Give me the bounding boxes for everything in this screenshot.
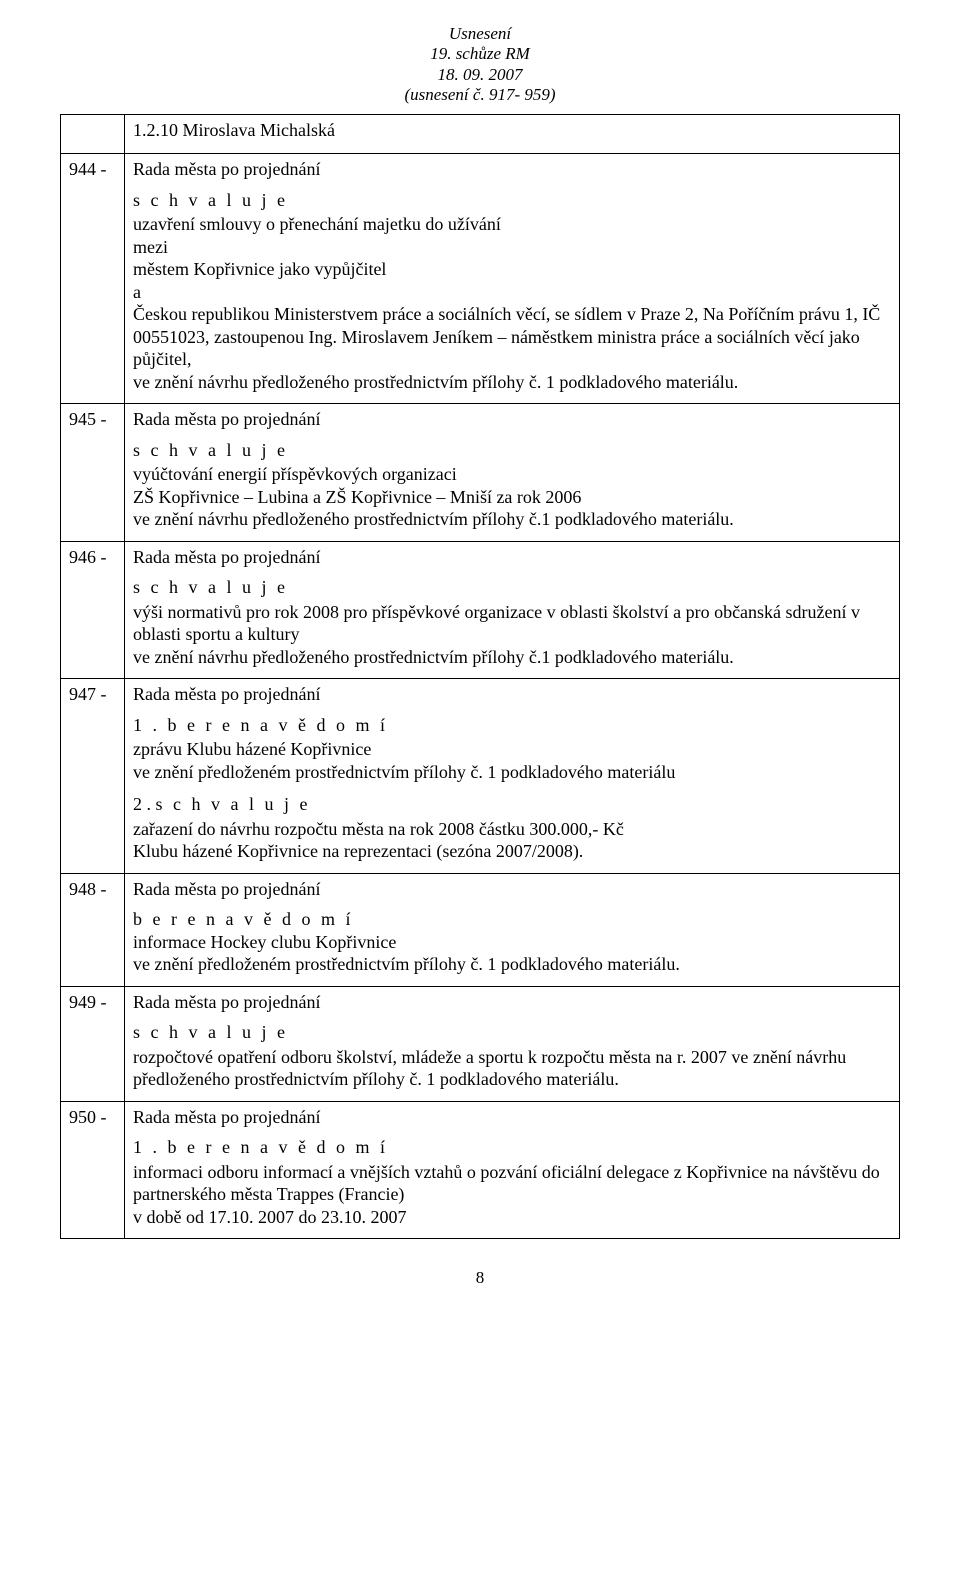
rada-line: Rada města po projednání (133, 991, 891, 1014)
resolutions-table: 1.2.10 Miroslava Michalská944 -Rada měst… (60, 114, 900, 1240)
rada-line: Rada města po projednání (133, 878, 891, 901)
resolution-text: ve znění předloženém prostřednictvím pří… (133, 761, 891, 784)
rada-line: Rada města po projednání (133, 408, 891, 431)
resolution-text: ve znění návrhu předloženého prostřednic… (133, 508, 891, 531)
resolution-text: uzavření smlouvy o přenechání majetku do… (133, 213, 891, 236)
resolution-text: zařazení do návrhu rozpočtu města na rok… (133, 818, 891, 841)
bere-label-numbered: 1 . b e r e n a v ě d o m í (133, 1136, 891, 1159)
resolution-text: zprávu Klubu házené Kopřivnice (133, 738, 891, 761)
resolution-block: s c h v a l u j evyúčtování energií přís… (133, 439, 891, 531)
row-body: Rada města po projednání s c h v a l u j … (125, 404, 900, 542)
resolution-text: výši normativů pro rok 2008 pro příspěvk… (133, 601, 891, 646)
row-body-intro: 1.2.10 Miroslava Michalská (125, 114, 900, 154)
row-body: Rada města po projednání 1 . b e r e n a … (125, 1101, 900, 1239)
row-number: 945 - (61, 404, 125, 542)
resolution-text: informace Hockey clubu Kopřivnice (133, 931, 891, 954)
resolution-block: 2 . s c h v a l u j ezařazení do návrhu … (133, 793, 891, 863)
rada-line: Rada města po projednání (133, 1106, 891, 1129)
resolution-block: s c h v a l u j euzavření smlouvy o přen… (133, 189, 891, 394)
resolution-text: v době od 17.10. 2007 do 23.10. 2007 (133, 1206, 891, 1229)
row-body: Rada města po projednání s c h v a l u j … (125, 541, 900, 679)
bere-label: b e r e n a v ě d o m í (133, 908, 891, 931)
header-line1: Usnesení (60, 24, 900, 44)
page-number: 8 (60, 1267, 900, 1288)
approve-label: s c h v a l u j e (133, 1021, 891, 1044)
row-number: 947 - (61, 679, 125, 874)
resolution-text: informaci odboru informací a vnějších vz… (133, 1161, 891, 1206)
approve-label: s c h v a l u j e (133, 439, 891, 462)
resolution-block: b e r e n a v ě d o m íinformace Hockey … (133, 908, 891, 976)
row-number: 944 - (61, 154, 125, 404)
row-body: Rada města po projednání s c h v a l u j … (125, 154, 900, 404)
approve-label-numbered: 2 . s c h v a l u j e (133, 793, 891, 816)
resolution-text: mezi (133, 236, 891, 259)
resolution-text: vyúčtování energií příspěvkových organiz… (133, 463, 891, 486)
row-number-empty (61, 114, 125, 154)
resolution-text: a (133, 281, 891, 304)
resolution-block: 1 . b e r e n a v ě d o m íinformaci odb… (133, 1136, 891, 1228)
intro-text: 1.2.10 Miroslava Michalská (133, 119, 891, 142)
approve-label: s c h v a l u j e (133, 576, 891, 599)
resolution-text: městem Kopřivnice jako vypůjčitel (133, 258, 891, 281)
row-number: 948 - (61, 873, 125, 986)
approve-label: s c h v a l u j e (133, 189, 891, 212)
row-number: 946 - (61, 541, 125, 679)
row-body: Rada města po projednání 1 . b e r e n a … (125, 679, 900, 874)
resolution-text: ve znění návrhu předloženého prostřednic… (133, 646, 891, 669)
resolution-block: s c h v a l u j evýši normativů pro rok … (133, 576, 891, 668)
row-body: Rada města po projednání b e r e n a v ě … (125, 873, 900, 986)
row-number: 950 - (61, 1101, 125, 1239)
document-header: Usnesení 19. schůze RM 18. 09. 2007 (usn… (60, 24, 900, 106)
resolution-text: Klubu házené Kopřivnice na reprezentaci … (133, 840, 891, 863)
rada-line: Rada města po projednání (133, 546, 891, 569)
resolution-text: ve znění předloženém prostřednictvím pří… (133, 953, 891, 976)
resolution-text: ve znění návrhu předloženého prostřednic… (133, 371, 891, 394)
header-line3: 18. 09. 2007 (60, 65, 900, 85)
row-number: 949 - (61, 986, 125, 1101)
row-body: Rada města po projednání s c h v a l u j … (125, 986, 900, 1101)
rada-line: Rada města po projednání (133, 683, 891, 706)
resolution-text: rozpočtové opatření odboru školství, mlá… (133, 1046, 891, 1091)
resolution-block: 1 . b e r e n a v ě d o m ízprávu Klubu … (133, 714, 891, 784)
header-line4: (usnesení č. 917- 959) (60, 85, 900, 105)
rada-line: Rada města po projednání (133, 158, 891, 181)
resolution-block: s c h v a l u j erozpočtové opatření odb… (133, 1021, 891, 1091)
header-line2: 19. schůze RM (60, 44, 900, 64)
bere-label-numbered: 1 . b e r e n a v ě d o m í (133, 714, 891, 737)
resolution-text: Českou republikou Ministerstvem práce a … (133, 303, 891, 371)
resolution-text: ZŠ Kopřivnice – Lubina a ZŠ Kopřivnice –… (133, 486, 891, 509)
